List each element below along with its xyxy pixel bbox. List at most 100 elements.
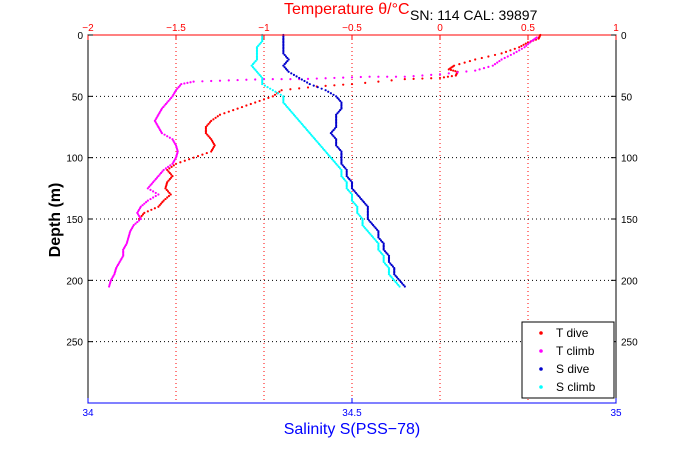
axis-ticks: −2 −1.5 −1 −0.5 0 0.5 1 34 34.5 35 0 0 50 50 100 100 150…: [66, 23, 638, 419]
data-point: [447, 68, 450, 71]
data-point: [430, 77, 433, 80]
data-point: [498, 59, 501, 63]
data-point: [261, 82, 264, 86]
data-point: [535, 36, 538, 39]
tick-label-depth-left: 150: [66, 215, 83, 226]
data-point: [394, 274, 397, 277]
data-point: [487, 65, 490, 68]
data-point: [350, 181, 354, 184]
data-point: [339, 167, 342, 170]
data-point: [167, 194, 171, 198]
data-point: [204, 127, 208, 130]
data-point: [391, 265, 395, 268]
depth-axis-label: Depth (m): [47, 183, 64, 258]
data-point: [442, 76, 446, 79]
data-point: [356, 193, 359, 196]
data-point: [204, 125, 208, 129]
data-point: [150, 208, 153, 211]
data-point: [201, 80, 204, 83]
data-point: [161, 170, 164, 173]
data-point: [179, 161, 182, 164]
data-point: [271, 78, 274, 81]
data-point: [403, 285, 406, 288]
data-point: [178, 84, 182, 87]
data-point: [255, 49, 259, 52]
data-point: [337, 110, 340, 113]
data-point: [282, 98, 285, 101]
data-point: [387, 259, 391, 262]
data-point: [163, 104, 166, 107]
data-point: [284, 55, 288, 58]
data-point: [255, 70, 259, 73]
data-point: [282, 46, 285, 49]
data-point: [153, 179, 156, 182]
tick-label-salinity: 34: [82, 408, 94, 419]
data-point: [290, 110, 293, 113]
data-point: [395, 282, 398, 285]
data-point: [378, 250, 381, 253]
data-point: [323, 148, 326, 152]
data-point: [366, 211, 369, 214]
data-point: [329, 156, 332, 159]
data-point: [341, 164, 344, 167]
data-point: [157, 174, 160, 178]
data-point: [250, 64, 253, 67]
data-point: [174, 162, 178, 165]
legend-entries: T dive T climb S dive S climb: [539, 326, 596, 394]
data-point: [257, 72, 260, 75]
data-point: [325, 151, 329, 155]
data-point: [169, 193, 172, 196]
data-point: [312, 84, 315, 87]
legend-marker: [539, 385, 543, 389]
data-point: [350, 185, 354, 188]
data-point: [393, 266, 396, 270]
data-point: [387, 266, 391, 270]
data-point: [204, 128, 208, 132]
data-point: [146, 199, 149, 202]
legend: T dive T climb S dive S climb: [521, 321, 615, 399]
data-point: [366, 214, 369, 218]
data-point: [340, 158, 343, 161]
data-point: [332, 93, 335, 96]
data-point: [303, 79, 306, 83]
data-point: [331, 158, 334, 161]
data-point: [340, 156, 343, 159]
data-point: [292, 113, 296, 116]
data-point: [525, 44, 528, 47]
data-point: [165, 188, 168, 191]
data-point: [449, 68, 453, 72]
data-point: [438, 73, 442, 76]
data-point: [397, 277, 400, 280]
data-point: [430, 73, 433, 76]
data-point: [317, 142, 321, 145]
data-point: [412, 77, 415, 80]
data-point: [168, 136, 171, 139]
data-point: [269, 87, 272, 90]
data-point: [382, 256, 385, 259]
data-point: [286, 56, 289, 60]
data-point: [261, 40, 264, 43]
data-point: [152, 181, 155, 184]
data-point: [122, 253, 125, 256]
data-point: [171, 138, 174, 141]
data-point: [161, 201, 164, 204]
data-point: [282, 40, 285, 43]
data-point: [500, 52, 503, 55]
data-point: [340, 171, 343, 175]
data-point: [166, 196, 169, 199]
data-point: [259, 75, 263, 78]
data-point: [188, 158, 191, 161]
data-point: [342, 165, 346, 168]
data-point: [164, 187, 167, 190]
data-point: [364, 227, 367, 230]
data-point: [339, 148, 342, 152]
series-t-climb: [108, 36, 538, 288]
data-point: [370, 222, 373, 225]
data-point: [140, 214, 143, 218]
data-point: [391, 277, 395, 280]
data-point: [350, 193, 354, 196]
data-point: [366, 210, 369, 213]
data-point: [274, 90, 277, 93]
data-point: [236, 107, 239, 110]
data-point: [356, 210, 359, 213]
